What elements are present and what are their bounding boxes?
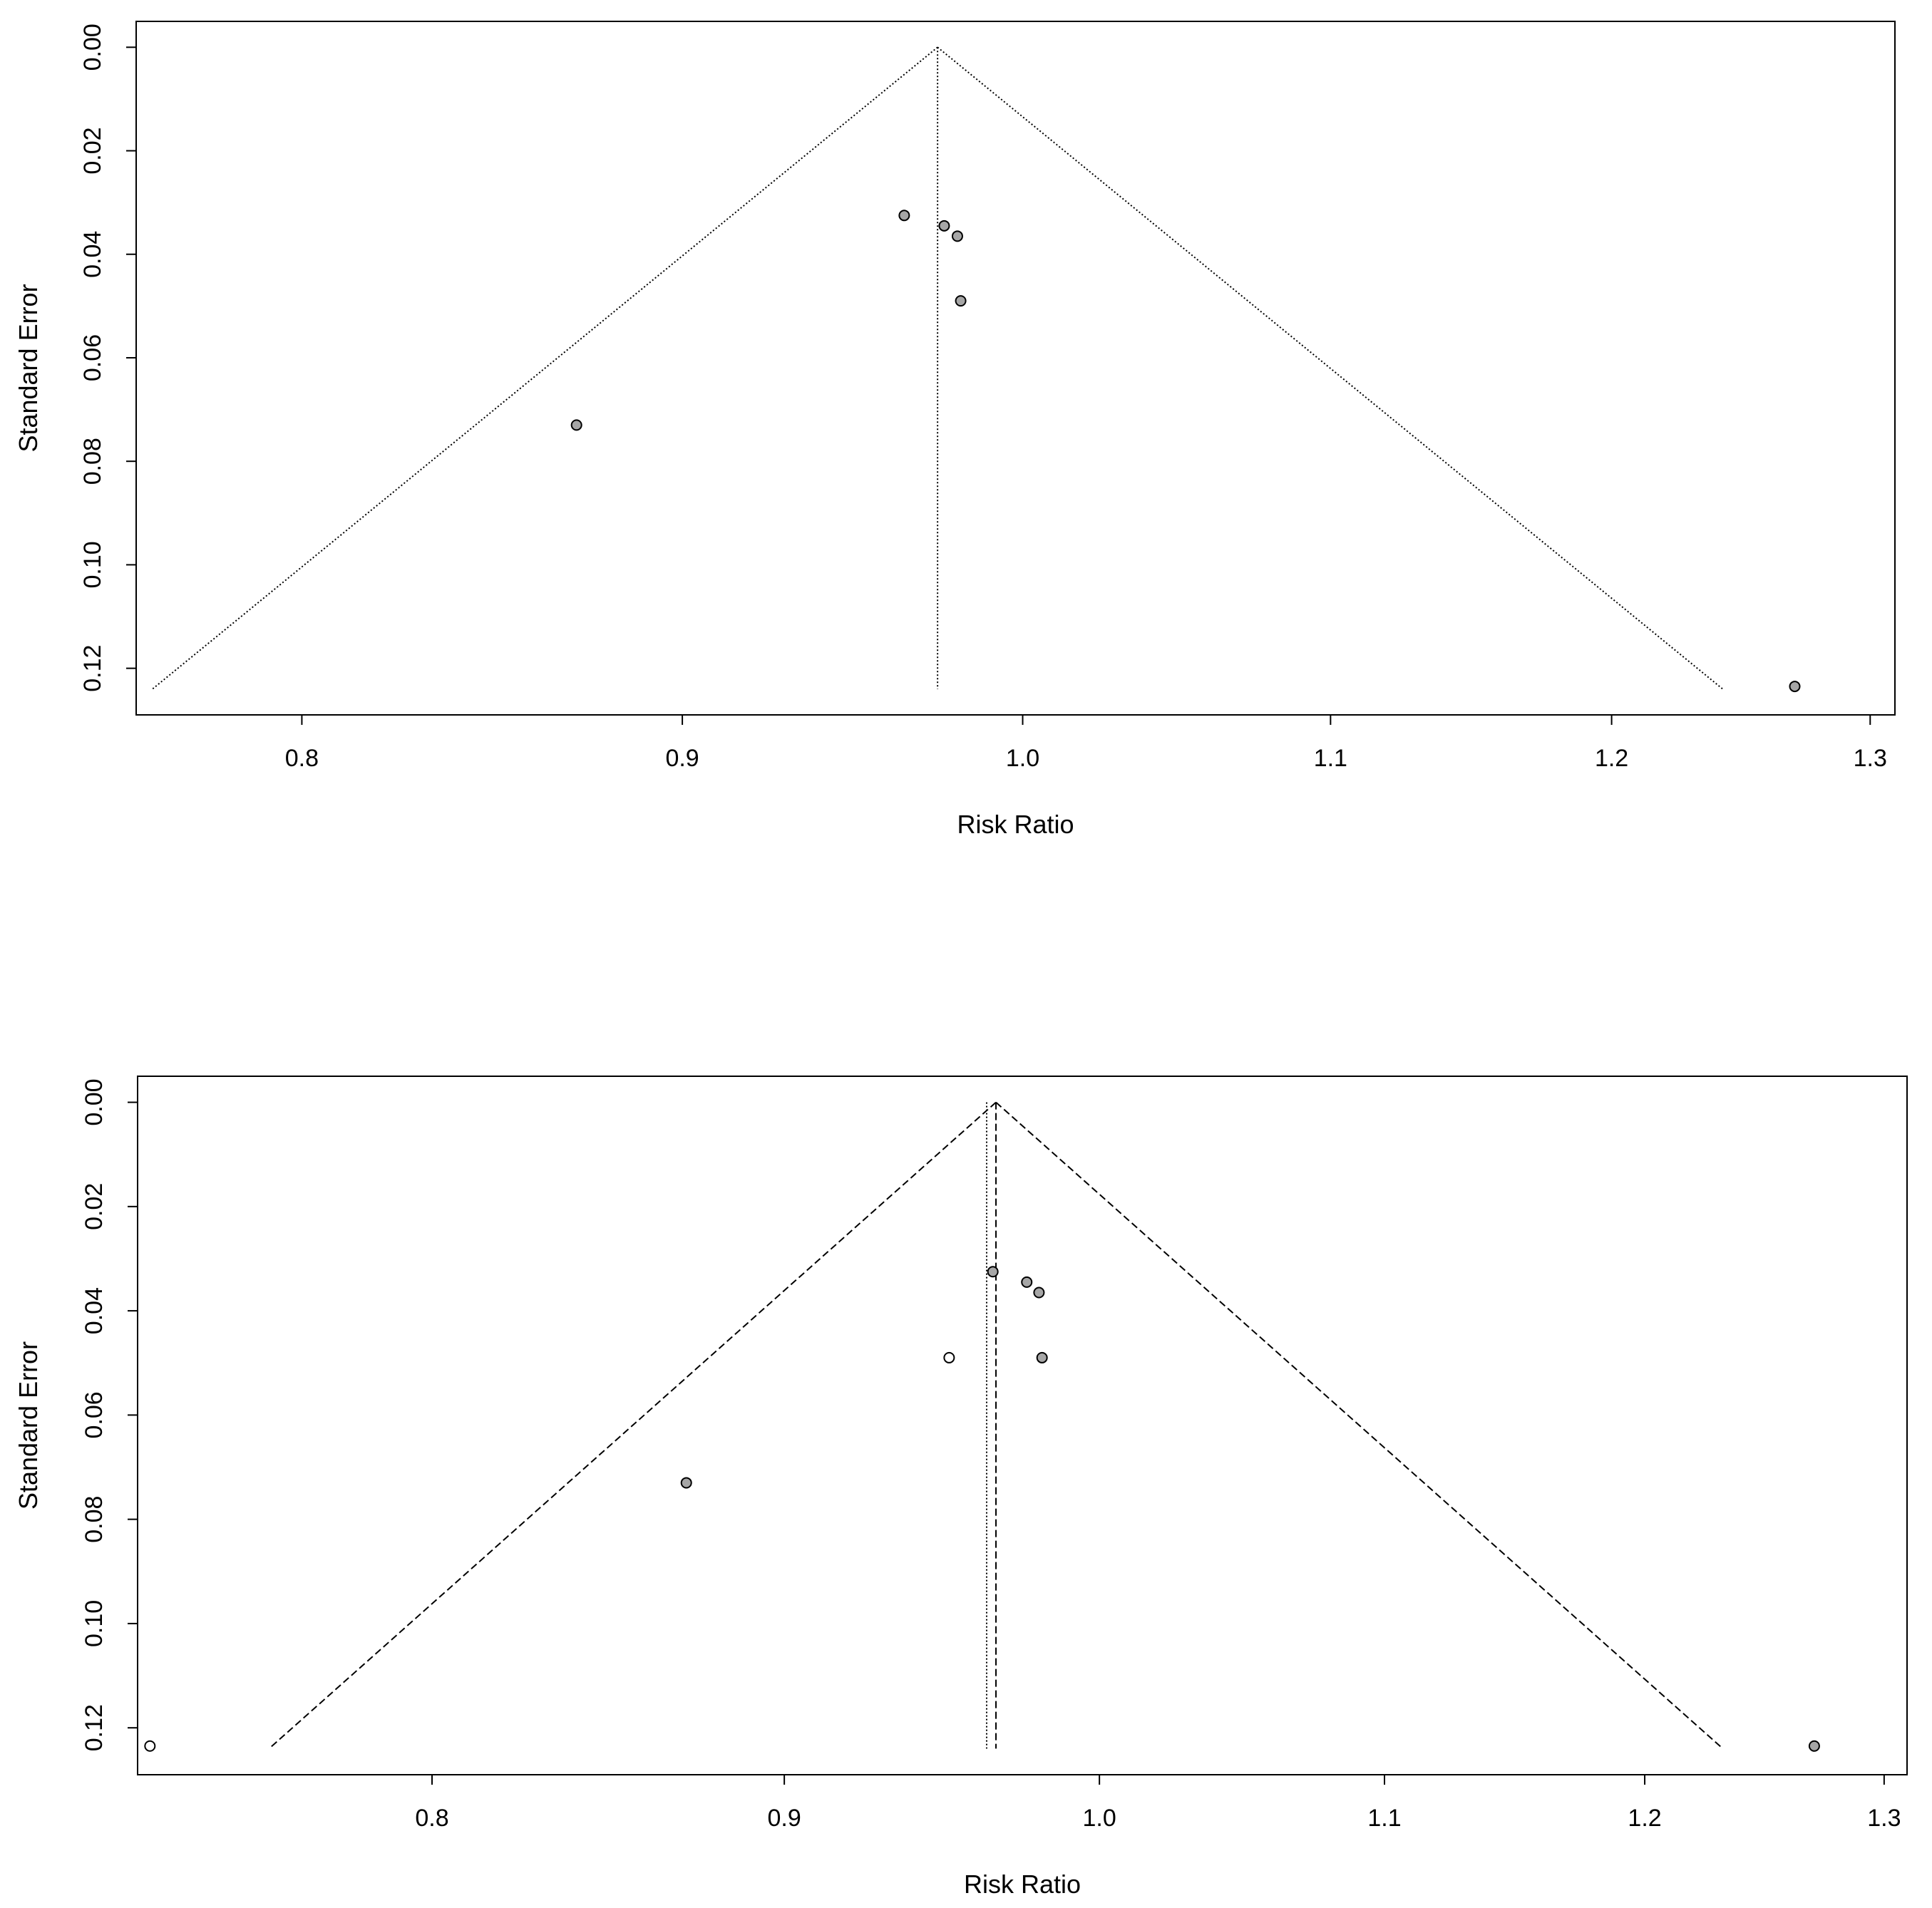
x-tick-label: 1.0 bbox=[1006, 745, 1039, 772]
funnel-plot-bottom: 0.8 0.9 1.0 1.1 1.2 1.3 0.00 0.02 0.04 0.06 0.08 0.… bbox=[14, 1076, 1908, 1899]
x-tick-label: 0.9 bbox=[665, 745, 699, 772]
funnel-left-line bbox=[152, 46, 938, 690]
study-point bbox=[1789, 681, 1801, 693]
study-point bbox=[570, 419, 582, 431]
y-tick-label: 0.08 bbox=[79, 438, 106, 485]
imputed-study-point bbox=[144, 1740, 156, 1752]
y-axis-title: Standard Error bbox=[14, 284, 43, 452]
y-tick-label: 0.10 bbox=[81, 1600, 108, 1647]
x-tick-label: 1.1 bbox=[1367, 1805, 1401, 1832]
x-tick-label: 1.1 bbox=[1314, 745, 1347, 772]
y-tick-label: 0.08 bbox=[81, 1496, 108, 1543]
funnel-plot-top: 0.8 0.9 1.0 1.1 1.2 1.3 0.00 0.02 0.04 0.06 0.08 0.… bbox=[14, 21, 1896, 839]
x-tick-label: 0.8 bbox=[415, 1805, 448, 1832]
x-tick-label: 1.3 bbox=[1854, 745, 1887, 772]
y-axis-title: Standard Error bbox=[14, 1341, 43, 1510]
y-tick-label: 0.06 bbox=[81, 1391, 108, 1438]
study-point bbox=[955, 295, 967, 307]
x-tick-label: 1.2 bbox=[1595, 745, 1628, 772]
y-tick-label: 0.04 bbox=[81, 1287, 108, 1334]
y-tick-label: 0.12 bbox=[79, 645, 106, 692]
funnel-right-line bbox=[995, 1101, 1724, 1750]
x-tick-label: 1.0 bbox=[1083, 1805, 1116, 1832]
study-point bbox=[1036, 1351, 1048, 1363]
study-point bbox=[680, 1477, 692, 1489]
funnel-left-line bbox=[268, 1101, 997, 1750]
x-tick-label: 0.9 bbox=[767, 1805, 801, 1832]
study-point bbox=[1808, 1740, 1820, 1752]
y-tick-label: 0.06 bbox=[79, 334, 106, 381]
y-tick-label: 0.00 bbox=[79, 24, 106, 71]
x-tick-label: 1.2 bbox=[1628, 1805, 1661, 1832]
study-point bbox=[898, 210, 910, 222]
plot-frame bbox=[135, 21, 1896, 716]
y-tick-label: 0.02 bbox=[79, 127, 106, 174]
y-tick-label: 0.10 bbox=[79, 541, 106, 588]
y-tick-label: 0.12 bbox=[81, 1704, 108, 1751]
study-point bbox=[1021, 1276, 1033, 1288]
y-tick-label: 0.00 bbox=[81, 1078, 108, 1125]
imputed-study-point bbox=[943, 1351, 955, 1363]
study-point bbox=[951, 230, 963, 242]
study-point bbox=[987, 1266, 999, 1278]
study-point bbox=[1033, 1286, 1045, 1299]
x-axis-title: Risk Ratio bbox=[957, 810, 1074, 839]
y-tick-label: 0.02 bbox=[81, 1183, 108, 1230]
x-axis-title: Risk Ratio bbox=[964, 1870, 1081, 1899]
y-tick-label: 0.04 bbox=[79, 231, 106, 278]
funnel-right-line bbox=[937, 46, 1723, 690]
x-tick-label: 0.8 bbox=[285, 745, 319, 772]
study-point bbox=[938, 220, 950, 232]
plot-frame bbox=[137, 1076, 1908, 1775]
x-tick-label: 1.3 bbox=[1867, 1805, 1901, 1832]
